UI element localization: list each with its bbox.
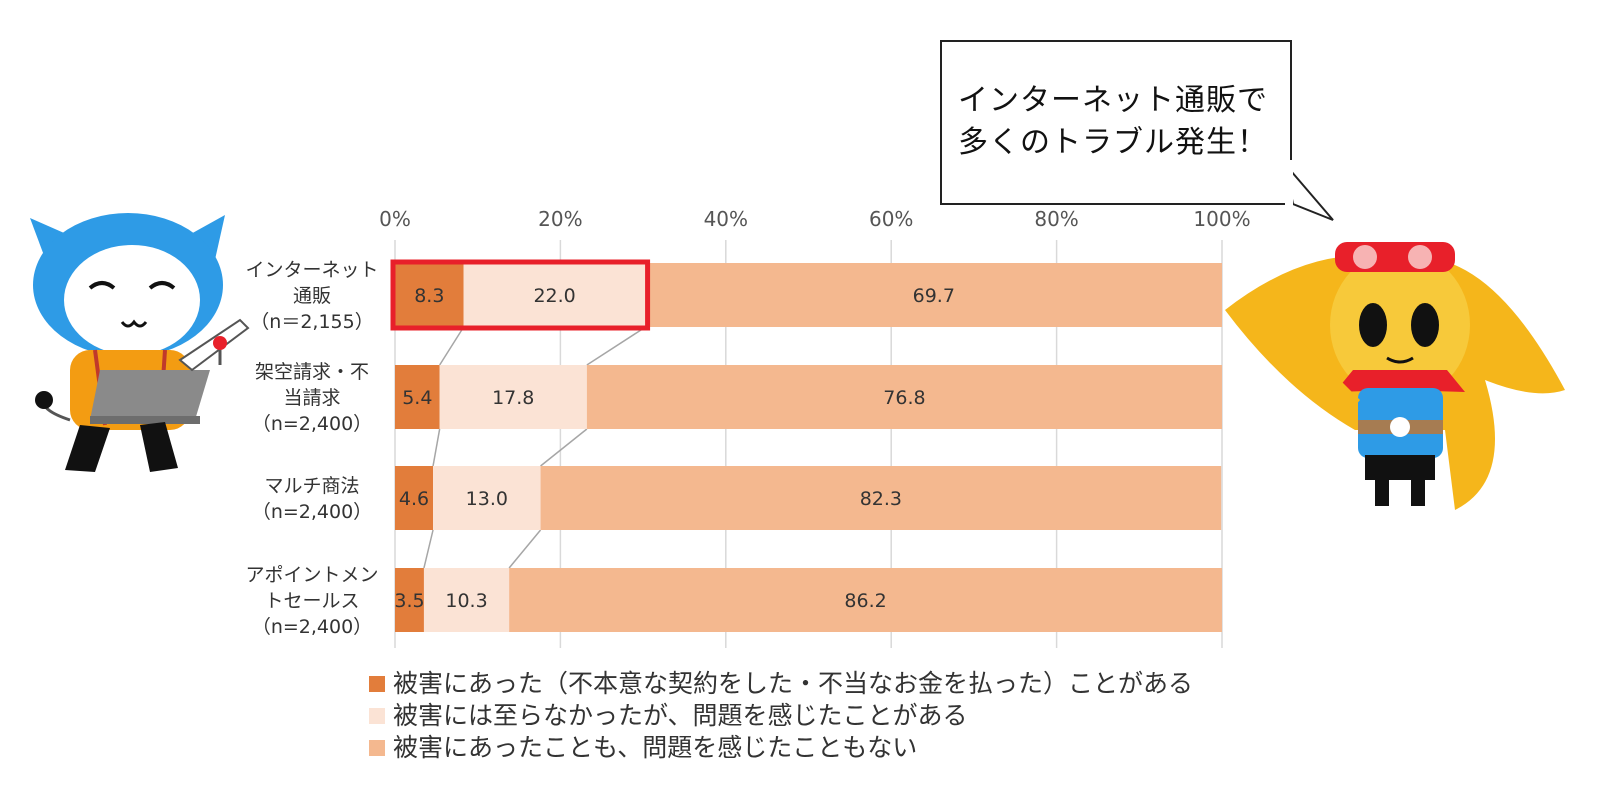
speech-bubble-line-2: 多くのトラブル発生！: [958, 125, 1268, 160]
data-label: 17.8: [492, 387, 534, 409]
highlight-box: [390, 259, 651, 331]
category-label: アポイントメン: [245, 564, 378, 586]
data-label: 82.3: [860, 488, 902, 510]
category-label: （n＝2,155）: [250, 311, 373, 333]
blue-cat-mascot: [30, 213, 250, 472]
chart-legend: 被害にあった（不本意な契約をした・不当なお金を払った）ことがある 被害には至らな…: [369, 668, 1193, 764]
category-label: マルチ商法: [264, 475, 359, 497]
speech-bubble: インターネット通販で 多くのトラブル発生！: [940, 40, 1292, 205]
x-tick-label: 40%: [704, 207, 748, 231]
data-label: 4.6: [399, 488, 429, 510]
speech-bubble-tail: [1285, 160, 1334, 221]
bar-segment: [509, 568, 1223, 632]
data-label: 8.3: [414, 285, 444, 307]
data-label: 5.4: [402, 387, 432, 409]
bar-segment: [395, 365, 440, 429]
legend-label-concern: 被害には至らなかったが、問題を感じたことがある: [393, 701, 968, 730]
x-tick-label: 60%: [869, 207, 913, 231]
legend-swatch-damage: [369, 676, 385, 692]
series-connector: [432, 428, 441, 467]
legend-label-none: 被害にあったことも、問題を感じたこともない: [393, 733, 918, 762]
legend-item-none: 被害にあったことも、問題を感じたこともない: [369, 732, 1193, 764]
x-tick-label: 0%: [379, 207, 411, 231]
series-connector: [540, 428, 588, 467]
speech-bubble-line-1: インターネット通販で: [958, 83, 1268, 118]
bar-segment: [395, 466, 434, 530]
data-label: 76.8: [883, 387, 925, 409]
category-label: （n=2,400）: [252, 413, 372, 435]
bar-segment: [540, 466, 1222, 530]
legend-item-concern: 被害には至らなかったが、問題を感じたことがある: [369, 700, 1193, 732]
bar-segment: [423, 568, 510, 632]
data-label: 86.2: [844, 590, 886, 612]
series-connector: [586, 326, 646, 366]
series-connector: [508, 529, 542, 569]
category-label: トセールス: [264, 590, 359, 612]
category-label: 当請求: [283, 387, 340, 409]
bar-segment: [395, 568, 424, 632]
category-label: インターネット: [245, 259, 378, 281]
category-label: （n=2,400）: [252, 616, 372, 638]
yellow-mascot: [1225, 242, 1565, 510]
data-label: 13.0: [466, 488, 508, 510]
bar-segment: [463, 263, 646, 327]
x-tick-label: 80%: [1034, 207, 1078, 231]
legend-swatch-none: [369, 740, 385, 756]
category-label: 通販: [293, 285, 331, 307]
category-label: （n=2,400）: [252, 501, 372, 523]
data-label: 10.3: [445, 590, 487, 612]
bar-segment: [433, 466, 541, 530]
bar-segment: [586, 365, 1222, 429]
legend-label-damage: 被害にあった（不本意な契約をした・不当なお金を払った）ことがある: [393, 669, 1194, 698]
data-label: 22.0: [533, 285, 575, 307]
series-connector: [423, 529, 434, 569]
bar-segment: [439, 365, 587, 429]
x-tick-label: 100%: [1193, 207, 1250, 231]
legend-item-damage: 被害にあった（不本意な契約をした・不当なお金を払った）ことがある: [369, 668, 1193, 700]
data-label: 3.5: [394, 590, 424, 612]
bar-segment: [645, 263, 1222, 327]
series-connector: [439, 326, 465, 366]
bar-segment: [395, 263, 464, 327]
legend-swatch-concern: [369, 708, 385, 724]
data-label: 69.7: [913, 285, 955, 307]
category-label: 架空請求・不: [255, 361, 369, 383]
x-tick-label: 20%: [538, 207, 582, 231]
